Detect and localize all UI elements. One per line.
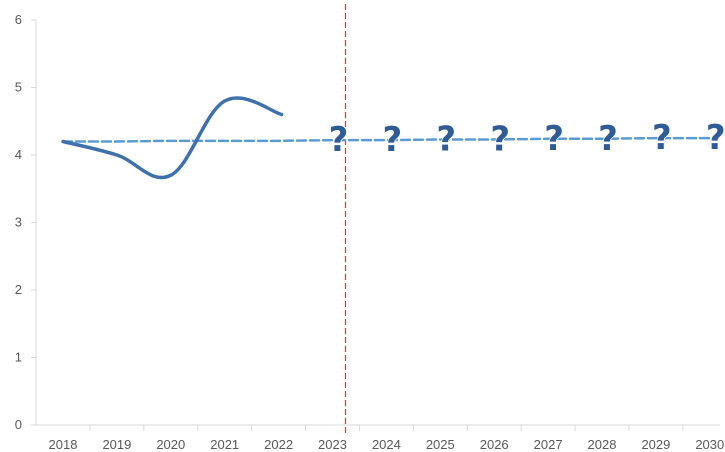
x-axis: 2018 2019 2020 2021 2022 2023 2024 2025 2026 2027… [36, 424, 724, 452]
y-tick-label: 1 [15, 350, 22, 365]
x-tick-label: 2018 [49, 437, 78, 452]
x-tick-label: 2020 [156, 437, 185, 452]
y-axis: 0 1 2 3 4 5 6 [15, 12, 37, 432]
question-marker: ? [329, 120, 349, 160]
y-tick-label: 3 [15, 215, 22, 230]
question-marker: ? [436, 119, 456, 159]
x-tick-label: 2021 [210, 437, 239, 452]
x-tick-label: 2025 [426, 437, 455, 452]
question-marker: ? [544, 119, 564, 159]
x-tick-label: 2027 [534, 437, 563, 452]
question-marker: ? [598, 119, 618, 159]
x-tick-label: 2029 [641, 437, 670, 452]
x-tick-label: 2022 [264, 437, 293, 452]
x-tick-label: 2028 [588, 437, 617, 452]
y-tick-label: 5 [15, 80, 22, 95]
y-tick-label: 4 [15, 147, 22, 162]
question-marker: ? [383, 120, 403, 160]
actual-series-line [61, 96, 284, 180]
question-marker: ? [490, 119, 510, 159]
x-tick-label: 2019 [102, 437, 131, 452]
y-tick-label: 6 [15, 12, 22, 27]
x-tick-label: 2023 [318, 437, 347, 452]
y-tick-label: 2 [15, 282, 22, 297]
y-tick-label: 0 [15, 417, 22, 432]
series-layer [61, 96, 720, 180]
x-tick-label: 2026 [480, 437, 509, 452]
x-tick-label: 2024 [372, 437, 401, 452]
question-marker-layer: ???????? [328, 117, 725, 160]
x-tick-label: 2030 [695, 437, 724, 452]
question-marker: ? [706, 118, 725, 158]
question-marker: ? [652, 118, 672, 158]
